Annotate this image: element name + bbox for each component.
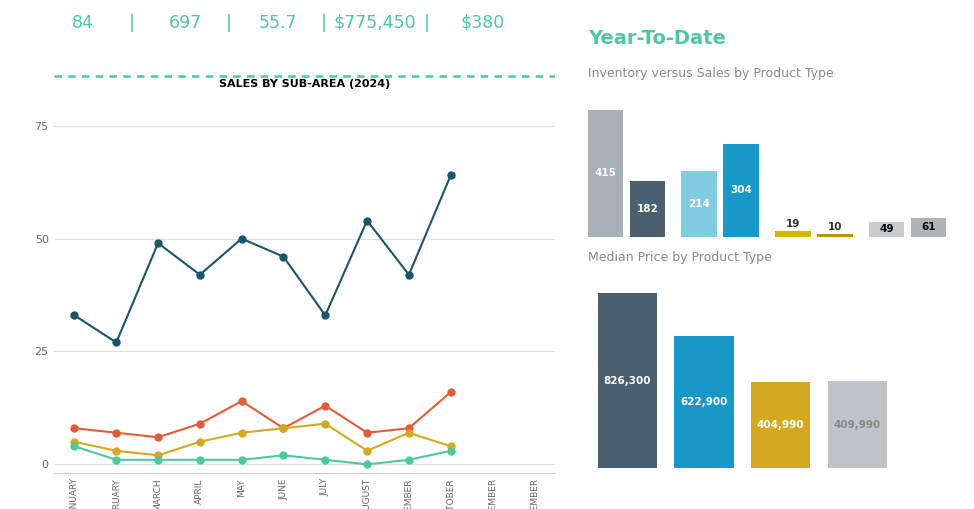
Text: 61: 61 <box>921 222 936 233</box>
Text: |: | <box>129 14 134 32</box>
Text: 697: 697 <box>169 14 202 32</box>
Text: $775,450: $775,450 <box>334 14 416 32</box>
Text: 55.7: 55.7 <box>258 14 297 32</box>
Text: 622,900: 622,900 <box>681 397 728 407</box>
Bar <box>828 381 886 468</box>
Text: 404,990: 404,990 <box>757 420 805 430</box>
Text: 10: 10 <box>828 222 843 232</box>
Title: SALES BY SUB-AREA (2024): SALES BY SUB-AREA (2024) <box>219 79 390 89</box>
Text: 49: 49 <box>880 224 894 234</box>
Text: 415: 415 <box>594 168 617 178</box>
Bar <box>587 110 623 237</box>
Bar <box>674 336 733 468</box>
Bar <box>869 222 905 237</box>
Text: |: | <box>424 14 430 32</box>
Bar <box>911 218 947 237</box>
Bar <box>775 231 810 237</box>
Bar <box>598 293 657 468</box>
Text: |: | <box>320 14 326 32</box>
Text: 214: 214 <box>689 199 710 209</box>
Text: Year-To-Date: Year-To-Date <box>588 29 727 48</box>
Text: |: | <box>226 14 232 32</box>
Bar <box>629 181 665 237</box>
Text: 84: 84 <box>72 14 94 32</box>
Text: Inventory versus Sales by Product Type: Inventory versus Sales by Product Type <box>588 67 834 80</box>
Text: 409,990: 409,990 <box>834 420 880 430</box>
Text: 826,300: 826,300 <box>604 376 652 386</box>
Text: Median Price by Product Type: Median Price by Product Type <box>588 250 772 264</box>
Text: 304: 304 <box>730 185 752 195</box>
Bar <box>682 172 717 237</box>
Text: 19: 19 <box>786 219 800 230</box>
Text: $380: $380 <box>460 14 505 32</box>
Bar <box>724 144 759 237</box>
Bar <box>817 234 852 237</box>
Text: 182: 182 <box>637 204 658 214</box>
Bar <box>751 382 810 468</box>
